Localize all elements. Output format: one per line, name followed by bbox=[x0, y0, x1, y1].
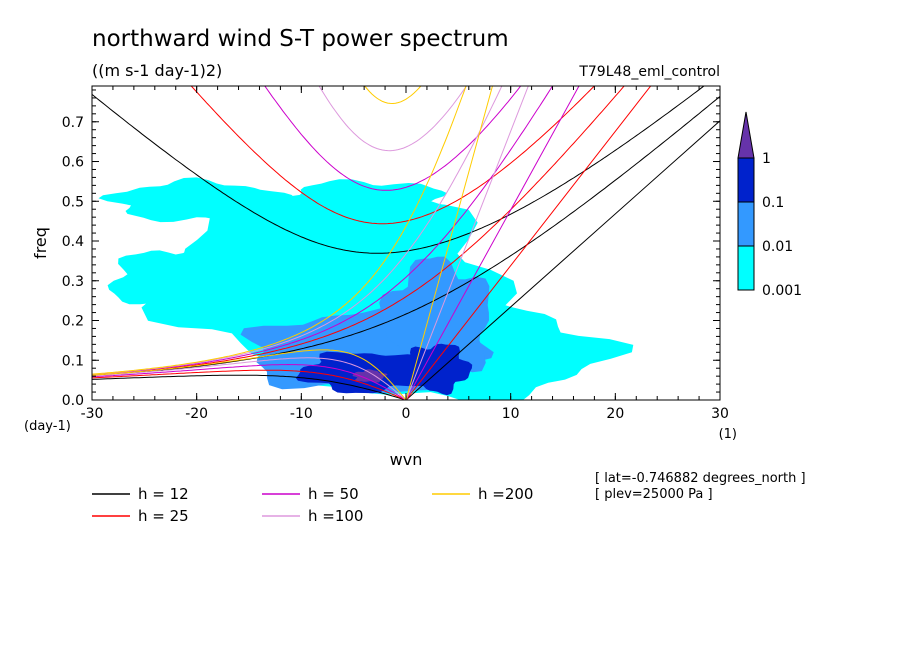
legend: h = 12 h = 25 h = 50 h =100 h =200 bbox=[92, 485, 533, 525]
curve-mrg-h-50 bbox=[92, 86, 554, 376]
colorbar-cap bbox=[737, 111, 755, 159]
contour-region-9 bbox=[352, 369, 388, 383]
curve-rossby-h-100 bbox=[92, 357, 407, 400]
y-axis-unit: (day-1) bbox=[24, 419, 71, 434]
curve-ig1-h-12 bbox=[92, 86, 705, 254]
chart-subtitle: ((m s-1 day-1)2) bbox=[92, 61, 222, 80]
legend-label: h = 25 bbox=[138, 507, 189, 525]
legend-label: h =200 bbox=[478, 485, 533, 503]
x-tick-label: -20 bbox=[185, 406, 208, 422]
y-tick-label: 0.4 bbox=[62, 234, 84, 250]
curve-kelvin-h-200 bbox=[405, 86, 494, 400]
x-axis-unit: (1) bbox=[719, 427, 737, 442]
curve-mrg-h-12 bbox=[92, 96, 720, 377]
y-tick-label: 0.5 bbox=[62, 194, 84, 210]
curve-kelvin-h-100 bbox=[405, 86, 529, 400]
colorbar-label: 0.001 bbox=[762, 283, 802, 299]
legend-label: h =100 bbox=[308, 507, 363, 525]
contour-region-3 bbox=[263, 179, 455, 225]
colorbar-label: 0.1 bbox=[762, 195, 784, 211]
curve-kelvin-h-50 bbox=[405, 86, 580, 400]
x-tick-label: 0 bbox=[402, 406, 411, 422]
y-tick-label: 0.3 bbox=[62, 274, 84, 290]
x-axis: -30 -20 -10 0 10 20 30 bbox=[81, 86, 729, 422]
y-tick-label: 0.6 bbox=[62, 155, 84, 171]
curve-rossby-h-200 bbox=[92, 349, 407, 400]
dispersion-curve-layer bbox=[92, 86, 720, 400]
contour-region-2 bbox=[98, 177, 293, 223]
curve-ig1-h-200 bbox=[364, 86, 422, 105]
x-tick-label: 20 bbox=[606, 406, 624, 422]
colorbar-band bbox=[737, 245, 755, 291]
curve-rossby-h-25 bbox=[92, 369, 407, 400]
x-tick-label: 10 bbox=[502, 406, 520, 422]
curve-rossby-h-12 bbox=[92, 374, 407, 400]
curve-mrg-h-100 bbox=[92, 86, 503, 375]
curve-kelvin-h-25 bbox=[405, 86, 652, 400]
curve-mrg-h-200 bbox=[92, 86, 467, 375]
legend-label: h = 12 bbox=[138, 485, 189, 503]
x-tick-label: 30 bbox=[711, 406, 729, 422]
experiment-label: T79L48_eml_control bbox=[578, 64, 720, 80]
y-tick-label: 0.1 bbox=[62, 353, 84, 369]
colorbar-label: 1 bbox=[762, 151, 771, 167]
legend-label: h = 50 bbox=[308, 485, 359, 503]
y-tick-label: 0.0 bbox=[62, 393, 84, 409]
curve-kelvin-h-12 bbox=[405, 120, 720, 400]
x-axis-label: wvn bbox=[390, 450, 423, 469]
curve-ig1-h-100 bbox=[318, 86, 468, 152]
annotation-plev: [ plev=25000 Pa ] bbox=[595, 487, 713, 502]
x-tick-label: -10 bbox=[290, 406, 313, 422]
colorbar: 0.001 0.01 0.1 1 bbox=[737, 111, 802, 299]
y-axis: 0.0 0.1 0.2 0.3 0.4 0.5 0.6 0.7 bbox=[62, 89, 720, 409]
y-tick-label: 0.2 bbox=[62, 314, 84, 330]
y-axis-label: freq bbox=[31, 227, 50, 259]
colorbar-band bbox=[737, 157, 755, 203]
colorbar-band bbox=[737, 201, 755, 247]
colorbar-label: 0.01 bbox=[762, 239, 793, 255]
curve-rossby-h-50 bbox=[92, 363, 407, 400]
x-tick-label: -30 bbox=[81, 406, 104, 422]
y-tick-label: 0.7 bbox=[62, 115, 84, 131]
chart-title: northward wind S-T power spectrum bbox=[92, 26, 509, 52]
contour-region-6 bbox=[379, 256, 490, 383]
curve-mrg-h-25 bbox=[92, 86, 625, 376]
contour-region-4 bbox=[107, 246, 249, 319]
curve-ig1-h-50 bbox=[264, 86, 522, 191]
annotation-lat: [ lat=-0.746882 degrees_north ] bbox=[595, 471, 806, 486]
